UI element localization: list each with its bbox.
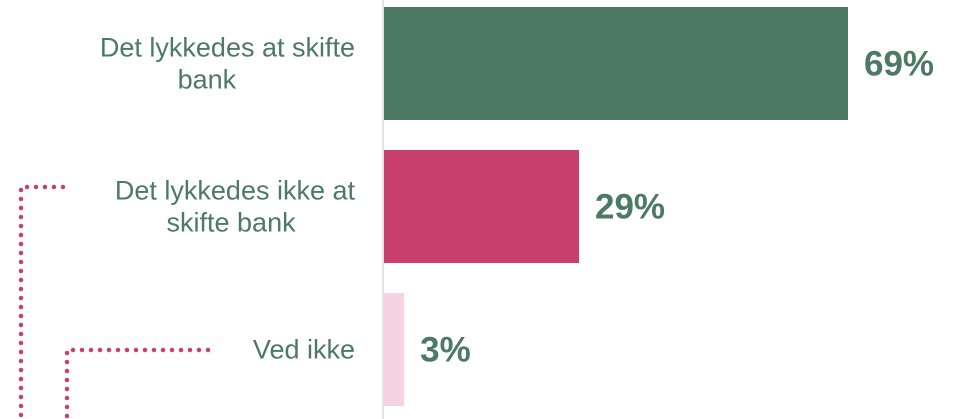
value-labels-group: 69% 29% 3% xyxy=(420,45,934,370)
value-label-not-success: 29% xyxy=(595,188,665,227)
connector-dont-know xyxy=(64,347,211,419)
bars-group xyxy=(384,7,848,406)
bar-dont-know xyxy=(384,293,405,406)
bar-not-success xyxy=(384,150,580,263)
category-label-success: Det lykkedes at skifte bank xyxy=(100,33,355,95)
category-label-not-success: Det lykkedes ikke at skifte bank xyxy=(115,176,356,238)
value-label-success: 69% xyxy=(864,45,934,84)
category-labels-group: Det lykkedes at skifte bank Det lykkedes i… xyxy=(100,33,356,365)
bar-success xyxy=(384,7,848,120)
value-label-dont-know: 3% xyxy=(420,331,471,370)
category-label-dont-know: Ved ikke xyxy=(253,335,355,365)
connector-not-success xyxy=(18,184,66,419)
dotted-connectors xyxy=(18,184,211,419)
